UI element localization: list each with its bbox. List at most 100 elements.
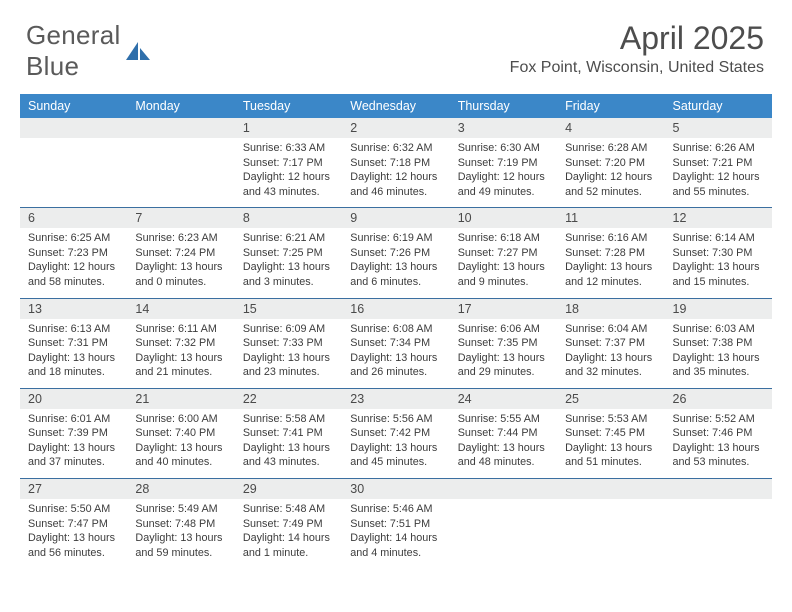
day-info-line: Daylight: 13 hours [673,351,764,366]
day-number-cell: 4 [557,118,664,138]
day-content-cell: Sunrise: 5:53 AMSunset: 7:45 PMDaylight:… [557,409,664,479]
weekday-header: Saturday [665,94,772,118]
calendar: Sunday Monday Tuesday Wednesday Thursday… [20,94,772,568]
day-number-cell: 14 [127,298,234,319]
day-info-line: Sunset: 7:24 PM [135,246,226,261]
day-number-cell: 25 [557,388,664,409]
day-number-cell [20,118,127,138]
day-info-line: Sunset: 7:25 PM [243,246,334,261]
day-info-line: and 18 minutes. [28,365,119,380]
day-content-row: Sunrise: 6:25 AMSunset: 7:23 PMDaylight:… [20,228,772,298]
day-number-cell: 19 [665,298,772,319]
day-content-cell [665,499,772,568]
day-content-cell: Sunrise: 6:28 AMSunset: 7:20 PMDaylight:… [557,138,664,208]
day-number-cell: 2 [342,118,449,138]
location: Fox Point, Wisconsin, United States [510,59,764,77]
day-number-row: 12345 [20,118,772,138]
weekday-header: Sunday [20,94,127,118]
day-info-line: Daylight: 13 hours [458,260,549,275]
day-number-cell [127,118,234,138]
day-info-line: Sunrise: 6:08 AM [350,322,441,337]
day-content-cell: Sunrise: 6:26 AMSunset: 7:21 PMDaylight:… [665,138,772,208]
day-number-row: 13141516171819 [20,298,772,319]
day-info-line: Daylight: 13 hours [565,441,656,456]
day-info-line: Sunset: 7:33 PM [243,336,334,351]
day-info-line: and 12 minutes. [565,275,656,290]
day-info-line: Sunrise: 6:25 AM [28,231,119,246]
day-info-line: Sunset: 7:41 PM [243,426,334,441]
day-info-line: Daylight: 13 hours [28,531,119,546]
day-info-line: Daylight: 13 hours [458,441,549,456]
day-info-line: and 40 minutes. [135,455,226,470]
day-content-cell: Sunrise: 6:03 AMSunset: 7:38 PMDaylight:… [665,319,772,389]
day-content-cell: Sunrise: 5:50 AMSunset: 7:47 PMDaylight:… [20,499,127,568]
day-info-line: Daylight: 14 hours [350,531,441,546]
day-content-cell: Sunrise: 6:30 AMSunset: 7:19 PMDaylight:… [450,138,557,208]
day-info-line: and 59 minutes. [135,546,226,561]
day-number-row: 20212223242526 [20,388,772,409]
day-info-line: and 23 minutes. [243,365,334,380]
day-number-cell: 9 [342,208,449,229]
day-info-line: Sunrise: 6:18 AM [458,231,549,246]
day-info-line: Sunset: 7:19 PM [458,156,549,171]
day-content-cell: Sunrise: 6:13 AMSunset: 7:31 PMDaylight:… [20,319,127,389]
day-info-line: and 1 minute. [243,546,334,561]
logo-part1: General [26,20,121,50]
day-info-line: Daylight: 12 hours [565,170,656,185]
day-content-cell: Sunrise: 5:48 AMSunset: 7:49 PMDaylight:… [235,499,342,568]
day-info-line: and 15 minutes. [673,275,764,290]
day-content-cell: Sunrise: 5:58 AMSunset: 7:41 PMDaylight:… [235,409,342,479]
day-info-line: Sunrise: 6:11 AM [135,322,226,337]
day-number-cell: 1 [235,118,342,138]
day-number-cell: 15 [235,298,342,319]
day-info-line: Sunrise: 6:26 AM [673,141,764,156]
day-content-cell: Sunrise: 6:00 AMSunset: 7:40 PMDaylight:… [127,409,234,479]
day-info-line: Sunset: 7:48 PM [135,517,226,532]
day-content-cell: Sunrise: 5:46 AMSunset: 7:51 PMDaylight:… [342,499,449,568]
day-content-cell: Sunrise: 6:09 AMSunset: 7:33 PMDaylight:… [235,319,342,389]
day-info-line: Sunset: 7:44 PM [458,426,549,441]
day-content-cell: Sunrise: 5:49 AMSunset: 7:48 PMDaylight:… [127,499,234,568]
day-content-cell [557,499,664,568]
day-number-cell: 10 [450,208,557,229]
day-info-line: and 26 minutes. [350,365,441,380]
day-content-row: Sunrise: 6:33 AMSunset: 7:17 PM Daylight:… [20,138,772,208]
day-info-line: Sunrise: 5:56 AM [350,412,441,427]
day-info-line: Sunrise: 6:09 AM [243,322,334,337]
day-info-line: and 43 minutes. [243,455,334,470]
day-content-cell: Sunrise: 6:08 AMSunset: 7:34 PMDaylight:… [342,319,449,389]
day-content-row: Sunrise: 5:50 AMSunset: 7:47 PMDaylight:… [20,499,772,568]
day-info-line: Sunrise: 6:16 AM [565,231,656,246]
day-info-line: Sunset: 7:40 PM [135,426,226,441]
day-info-line: Sunset: 7:38 PM [673,336,764,351]
logo: General Blue [26,20,152,82]
day-info-line: and 32 minutes. [565,365,656,380]
day-info-line: Sunset: 7:17 PM [243,156,334,171]
day-info-line: Sunrise: 6:06 AM [458,322,549,337]
day-number-cell: 8 [235,208,342,229]
month-title: April 2025 [510,20,764,57]
day-number-cell: 18 [557,298,664,319]
day-info-line: Sunset: 7:32 PM [135,336,226,351]
day-info-line: Sunset: 7:21 PM [673,156,764,171]
day-info-line: Daylight: 14 hours [243,531,334,546]
logo-part2: Blue [26,51,79,81]
day-info-line: Daylight: 13 hours [135,260,226,275]
day-content-cell: Sunrise: 6:11 AMSunset: 7:32 PMDaylight:… [127,319,234,389]
day-number-cell: 6 [20,208,127,229]
day-number-cell: 26 [665,388,772,409]
day-info-line: Sunrise: 6:30 AM [458,141,549,156]
day-info-line: Sunrise: 6:33 AM [243,141,334,156]
day-info-line: Sunset: 7:46 PM [673,426,764,441]
day-content-cell: Sunrise: 6:19 AMSunset: 7:26 PMDaylight:… [342,228,449,298]
day-number-cell: 27 [20,479,127,500]
day-info-line: Sunrise: 5:53 AM [565,412,656,427]
day-info-line: Daylight: 13 hours [135,351,226,366]
day-info-line: Daylight: 13 hours [350,260,441,275]
day-info-line: and 6 minutes. [350,275,441,290]
day-content-row: Sunrise: 6:01 AMSunset: 7:39 PMDaylight:… [20,409,772,479]
day-info-line: and 49 minutes. [458,185,549,200]
day-info-line: and 0 minutes. [135,275,226,290]
day-info-line: Sunset: 7:26 PM [350,246,441,261]
day-number-cell: 24 [450,388,557,409]
